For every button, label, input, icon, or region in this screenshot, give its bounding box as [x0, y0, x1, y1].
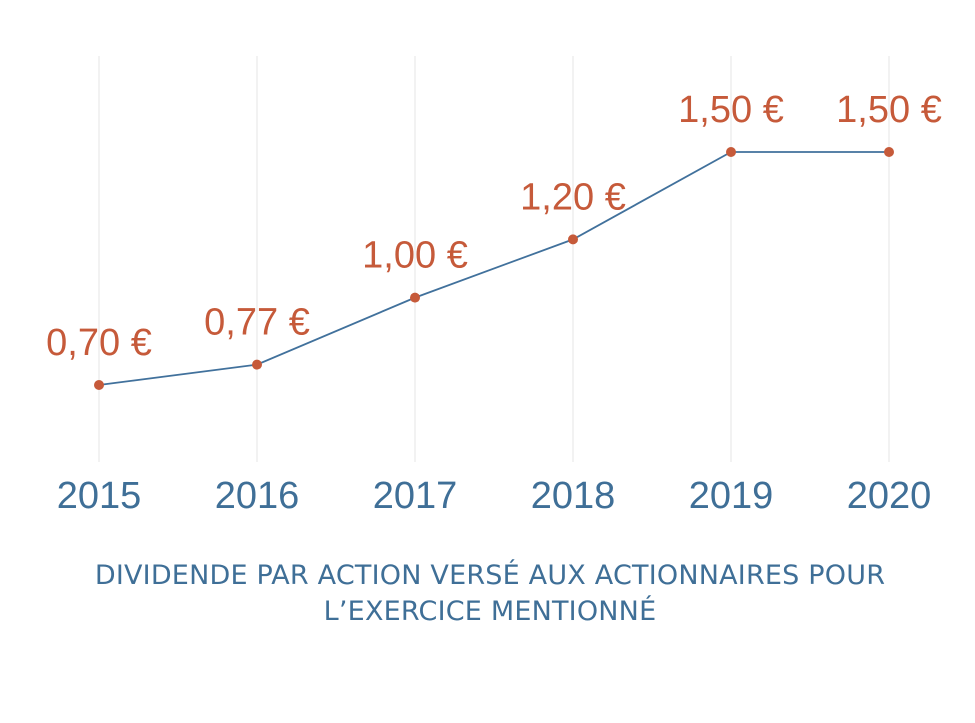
- tick-label-2020: 2020: [847, 475, 932, 517]
- data-point-2017: [410, 292, 420, 303]
- data-point-2016: [252, 359, 262, 370]
- tick-label-2015: 2015: [57, 475, 142, 517]
- data-label-2020: 1,50 €: [836, 89, 942, 131]
- tick-label-2016: 2016: [215, 475, 300, 517]
- data-label-2018: 1,20 €: [520, 176, 626, 218]
- data-point-2020: [884, 147, 894, 157]
- caption-line-1: DIVIDENDE PAR ACTION VERSÉ AUX ACTIONNAI…: [94, 560, 886, 591]
- dividend-data-points: [94, 147, 894, 390]
- dividend-data-labels: 0,70 € 0,77 € 1,00 € 1,20 € 1,50 € 1,50 €: [46, 89, 942, 364]
- tick-label-2017: 2017: [373, 475, 458, 517]
- data-point-2015: [94, 380, 104, 390]
- year-tick-labels: 2015 2016 2017 2018 2019 2020: [57, 475, 932, 517]
- data-label-2015: 0,70 €: [46, 322, 152, 364]
- data-label-2016: 0,77 €: [204, 302, 310, 344]
- data-point-2018: [568, 234, 578, 245]
- chart-caption: DIVIDENDE PAR ACTION VERSÉ AUX ACTIONNAI…: [20, 558, 960, 630]
- data-point-2019: [726, 147, 736, 157]
- dividend-series-line: [98, 151, 889, 386]
- vertical-gridlines: [98, 56, 890, 462]
- tick-label-2018: 2018: [531, 475, 616, 517]
- data-label-2017: 1,00 €: [362, 235, 468, 277]
- caption-line-2: L’EXERCICE MENTIONNÉ: [323, 596, 657, 627]
- data-label-2019: 1,50 €: [678, 89, 784, 131]
- tick-label-2019: 2019: [689, 475, 774, 517]
